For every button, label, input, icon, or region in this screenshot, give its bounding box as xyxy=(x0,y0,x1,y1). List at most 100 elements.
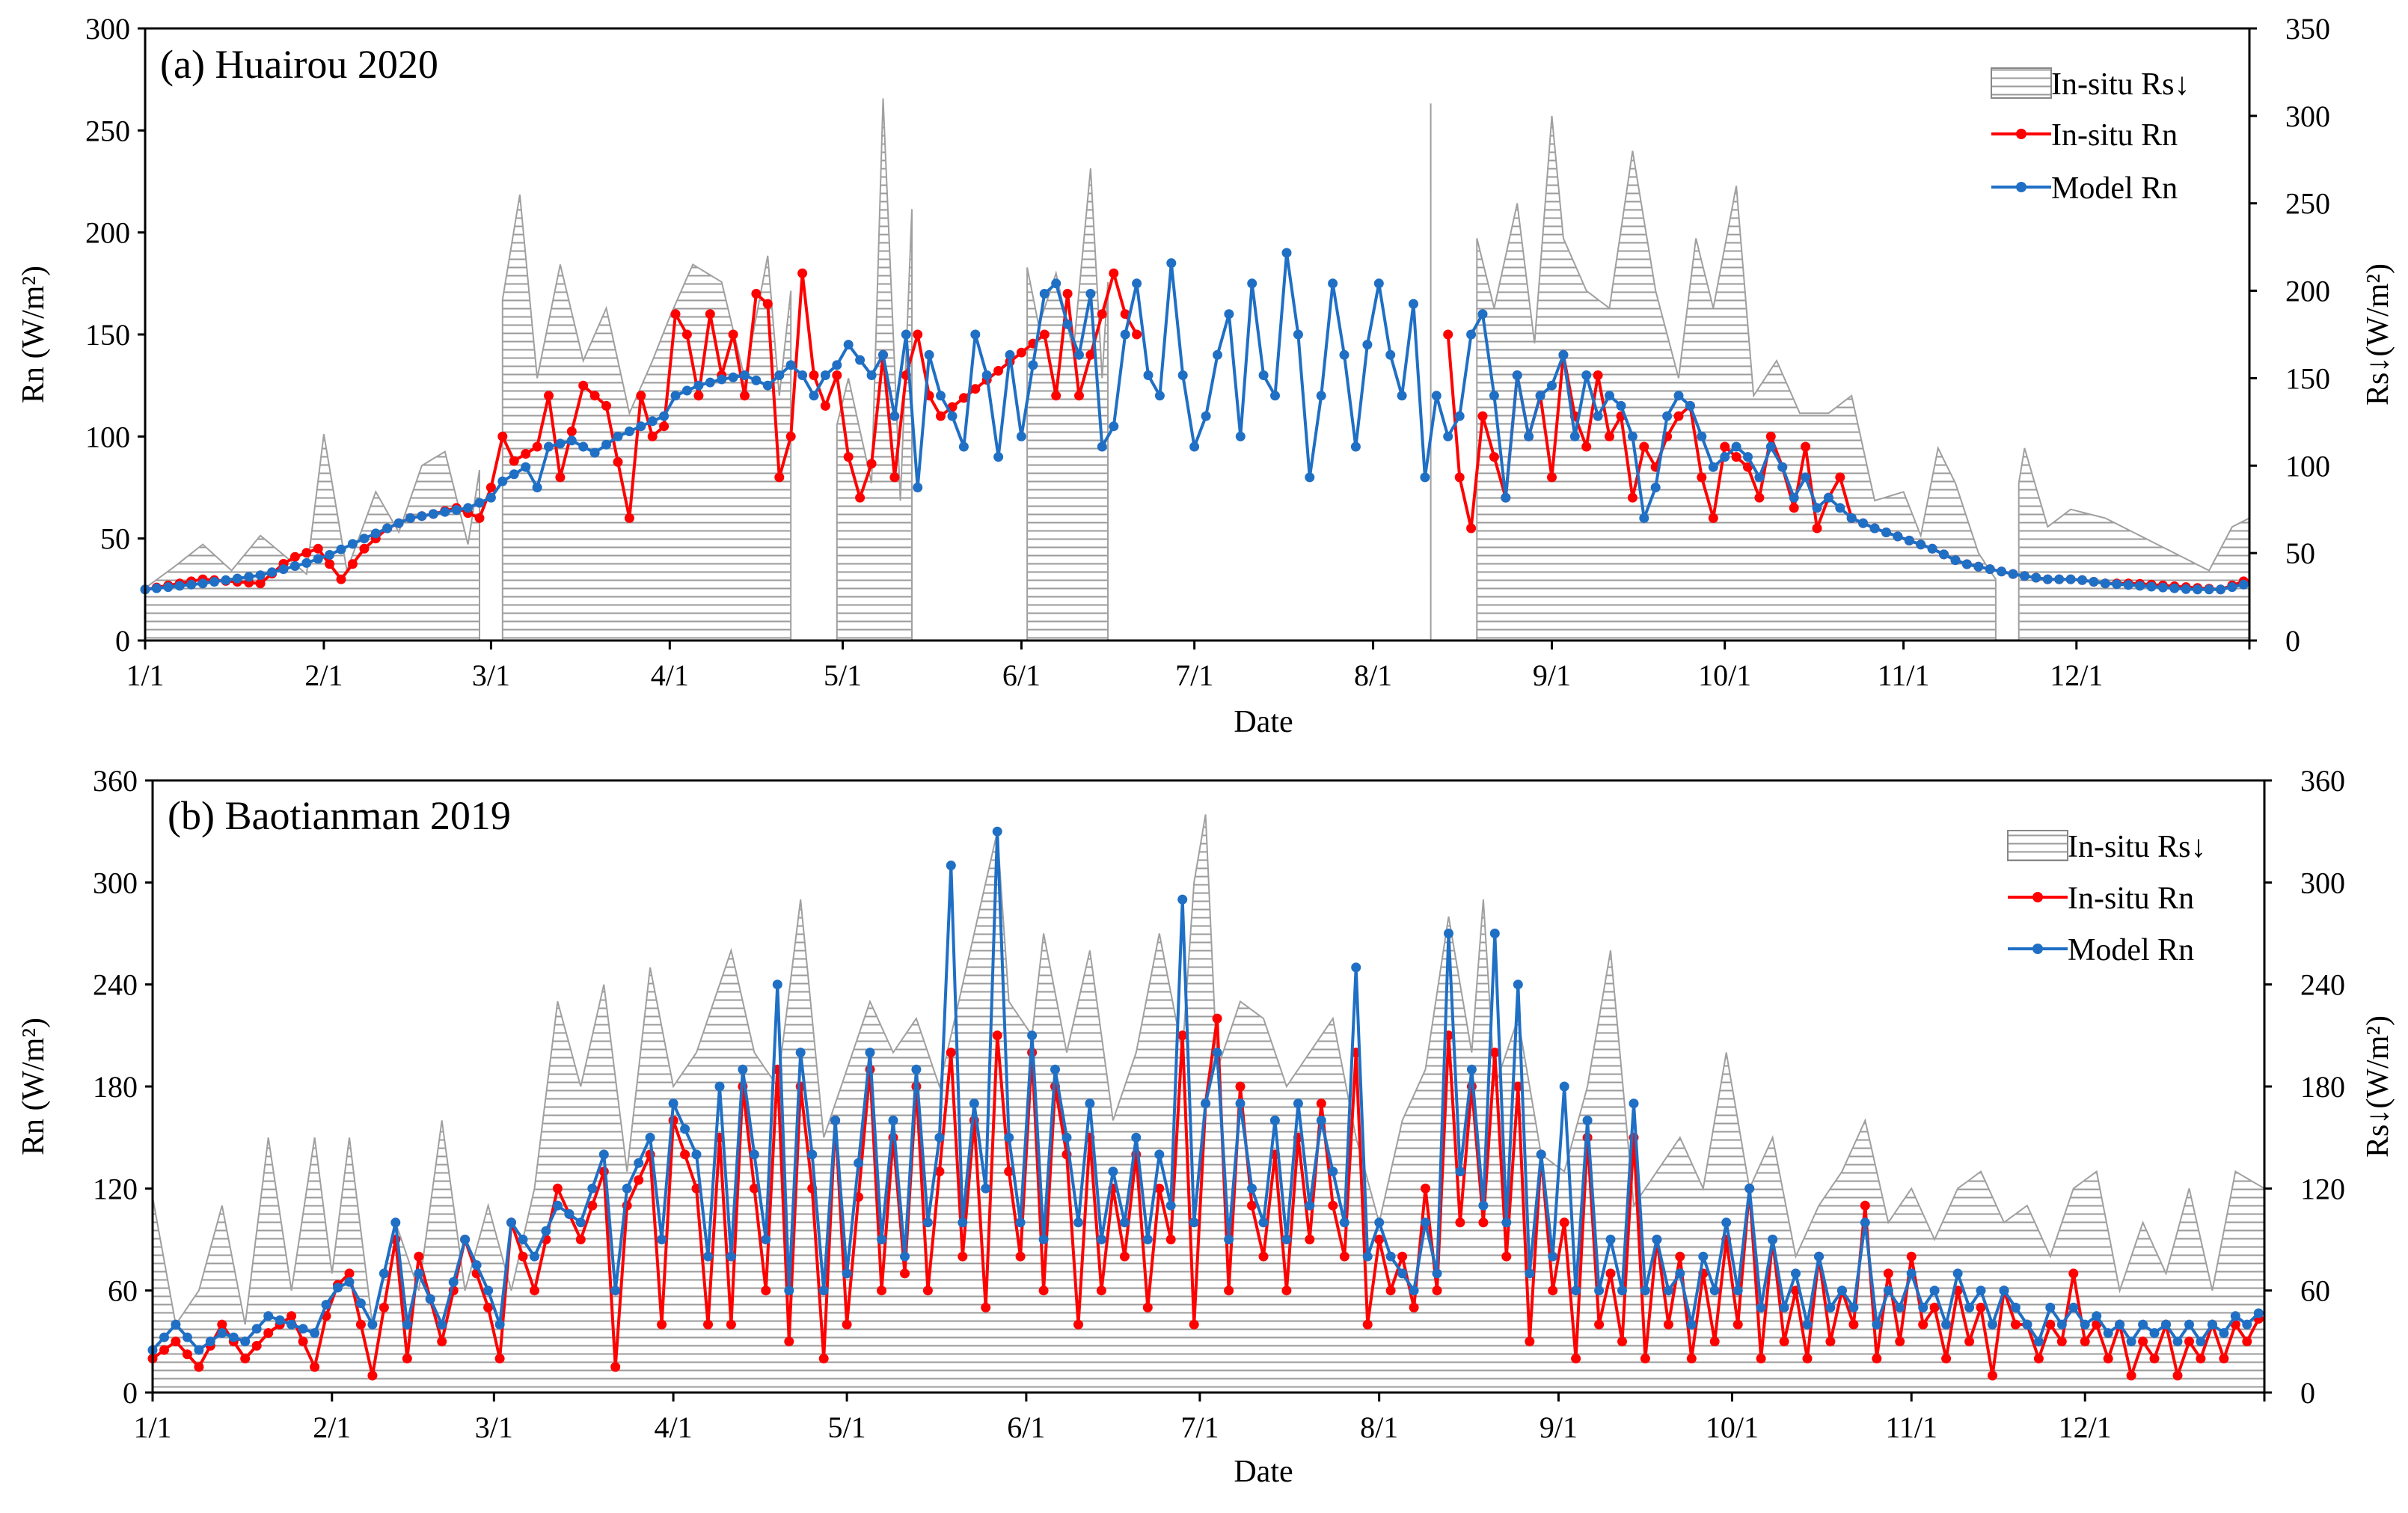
panel-b-x-label: Date xyxy=(1234,1455,1293,1489)
model-rn-point xyxy=(1536,1149,1546,1160)
model-rn-point xyxy=(1478,1200,1489,1211)
model-rn-point xyxy=(855,355,866,365)
model-rn-point xyxy=(393,518,404,528)
model-rn-point xyxy=(1224,309,1234,320)
model-rn-point xyxy=(564,1208,575,1219)
model-rn-point xyxy=(726,1251,736,1262)
insitu-rn-point xyxy=(1154,1183,1165,1193)
model-rn-point xyxy=(1305,472,1315,483)
model-rn-point xyxy=(717,374,727,385)
model-rn-point xyxy=(2172,1336,2183,1347)
model-rn-point xyxy=(1825,1302,1836,1312)
insitu-rn-point xyxy=(1733,1319,1743,1330)
insitu-rn-point xyxy=(866,459,877,469)
insitu-rn-point xyxy=(1802,1354,1813,1364)
model-rn-point xyxy=(2056,1319,2067,1330)
insitu-rn-point xyxy=(1281,1286,1292,1296)
legend-b-label-insitu: In-situ Rn xyxy=(2068,881,2194,916)
model-rn-point xyxy=(958,1217,968,1228)
y-right-tick-label: 150 xyxy=(2285,361,2330,395)
panel-a: (a) Huairou 2020 0 50 100 150 200 250 300 0 50 10… xyxy=(16,12,2395,739)
model-rn-point xyxy=(934,1132,945,1143)
model-rn-point xyxy=(749,1149,759,1160)
model-rn-point xyxy=(417,511,427,522)
model-rn-point xyxy=(1743,452,1753,462)
insitu-rn-point xyxy=(740,391,750,401)
model-rn-point xyxy=(2161,1319,2171,1330)
rs-area-a-2 xyxy=(836,98,913,641)
model-rn-point xyxy=(2207,1319,2217,1330)
model-rn-point xyxy=(194,1345,204,1355)
y-right-tick-label: 180 xyxy=(2300,1070,2345,1104)
model-rn-point xyxy=(901,329,911,340)
y-left-tick-label: 180 xyxy=(93,1070,138,1104)
legend-b-marker-insitu xyxy=(2032,892,2043,902)
insitu-rn-point xyxy=(1454,472,1465,483)
model-rn-point xyxy=(1846,513,1857,523)
model-rn-point xyxy=(1952,1268,1963,1279)
model-rn-point xyxy=(818,1286,829,1296)
y-right-tick-label: 240 xyxy=(2300,968,2345,1002)
panel-b-legend: In-situ Rs↓ In-situ Rn Model Rn xyxy=(2007,830,2207,968)
model-rn-point xyxy=(1524,431,1534,441)
model-rn-point xyxy=(440,507,450,517)
insitu-rn-point xyxy=(809,370,819,380)
model-rn-point xyxy=(2126,1336,2136,1347)
insitu-rn-point xyxy=(1513,1081,1523,1092)
model-rn-point xyxy=(544,441,554,452)
model-rn-point xyxy=(1293,329,1303,340)
model-rn-point xyxy=(842,1268,852,1279)
model-rn-point xyxy=(1050,1064,1060,1075)
model-rn-point xyxy=(1362,1251,1373,1262)
model-rn-point xyxy=(1927,543,1937,554)
model-rn-point xyxy=(832,360,842,370)
model-rn-point xyxy=(1605,1235,1616,1244)
insitu-rn-point xyxy=(1489,452,1499,462)
insitu-rn-point xyxy=(1594,1319,1605,1330)
model-rn-point xyxy=(1605,391,1614,401)
model-rn-point xyxy=(1201,1098,1211,1109)
model-rn-point xyxy=(670,391,681,401)
insitu-rn-point xyxy=(1062,289,1073,299)
model-rn-point xyxy=(1571,1286,1581,1296)
insitu-rn-point xyxy=(818,1354,829,1364)
insitu-rn-point xyxy=(681,329,692,340)
model-rn-point xyxy=(209,577,219,587)
insitu-rn-point xyxy=(1177,1030,1188,1041)
insitu-rn-point xyxy=(552,1183,563,1193)
model-rn-point xyxy=(298,1324,308,1334)
model-rn-point xyxy=(1085,289,1096,299)
model-rn-point xyxy=(613,431,623,441)
insitu-rn-point xyxy=(1421,1183,1430,1193)
model-rn-point xyxy=(186,579,197,590)
model-rn-point xyxy=(691,1149,702,1160)
insitu-rn-point xyxy=(301,548,312,558)
model-rn-point xyxy=(1720,452,1730,462)
insitu-rn-point xyxy=(1525,1336,1535,1347)
model-rn-point xyxy=(301,557,312,568)
insitu-rn-point xyxy=(313,543,323,554)
model-rn-point xyxy=(483,1286,494,1296)
legend-b-label-model: Model Rn xyxy=(2068,933,2194,968)
model-rn-point xyxy=(1627,431,1637,441)
insitu-rn-point xyxy=(1812,523,1822,534)
y-left-tick-label: 100 xyxy=(85,420,130,453)
model-rn-point xyxy=(1616,400,1626,411)
model-rn-point xyxy=(622,1183,632,1193)
model-rn-point xyxy=(1848,1302,1859,1312)
insitu-rn-point xyxy=(1374,1235,1385,1244)
model-rn-point xyxy=(636,421,646,432)
insitu-rn-point xyxy=(855,492,866,503)
insitu-rn-point xyxy=(589,391,600,401)
insitu-rn-point xyxy=(2138,1336,2148,1347)
model-rn-point xyxy=(2216,584,2225,595)
x-tick-label: 2/1 xyxy=(304,658,343,692)
insitu-rn-point xyxy=(842,1319,852,1330)
model-rn-point xyxy=(1823,492,1833,503)
insitu-rn-point xyxy=(1305,1235,1315,1244)
model-rn-point xyxy=(1328,1167,1338,1177)
model-rn-point xyxy=(587,1183,598,1193)
model-rn-point xyxy=(2031,572,2041,583)
insitu-rn-point xyxy=(2196,1354,2206,1364)
y-right-tick-label: 120 xyxy=(2300,1172,2345,1205)
